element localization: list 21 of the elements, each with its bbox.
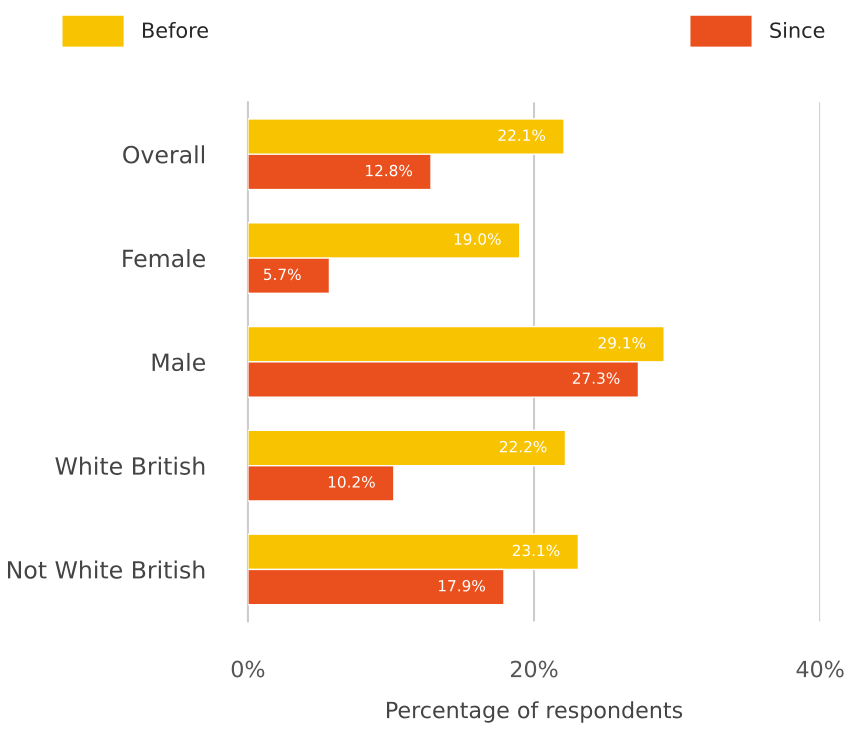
data-label: 10.2%	[328, 476, 375, 488]
x-tick-label: 0%	[232, 660, 264, 678]
y-tick-label: Male	[152, 352, 205, 372]
x-tick-label: 20%	[510, 660, 558, 678]
data-label: 22.2%	[500, 440, 547, 452]
x-tick-label: 40%	[796, 660, 844, 678]
data-label: 5.7%	[264, 268, 301, 280]
data-label: 19.0%	[454, 233, 501, 245]
y-tick-label: White British	[55, 456, 204, 475]
x-axis-title: Percentage of respondents	[387, 701, 682, 723]
data-label: 27.3%	[572, 372, 620, 384]
data-label: 12.8%	[366, 164, 412, 176]
legend-label: Before	[143, 22, 208, 38]
data-label: 22.1%	[498, 129, 546, 142]
y-tick-label: Female	[123, 249, 205, 268]
y-tick-label: Overall	[123, 145, 204, 164]
data-label: 23.1%	[512, 544, 560, 556]
data-label: 17.9%	[438, 580, 486, 592]
data-label: 29.1%	[598, 337, 646, 349]
y-tick-label: Not White British	[8, 560, 204, 579]
legend-label: Since	[770, 22, 824, 38]
